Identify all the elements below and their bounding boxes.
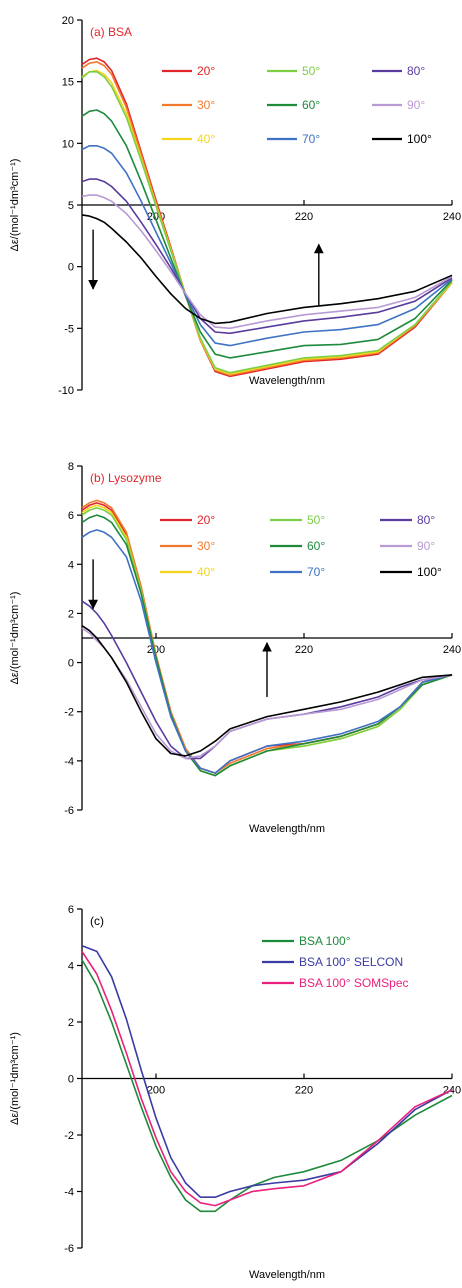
y-axis-label: Δε/(mol⁻¹dm³cm⁻¹) (9, 159, 21, 252)
x-tick-label: 200 (147, 644, 165, 656)
y-tick-label: 0 (68, 262, 74, 274)
legend-label: BSA 100° (299, 934, 351, 948)
y-tick-label: 10 (62, 138, 74, 150)
series-line-3 (81, 507, 453, 777)
series-line-1 (81, 499, 453, 774)
y-axis-label: Δε/(mol⁻¹dm³cm⁻¹) (9, 1032, 21, 1125)
x-tick-label: 220 (295, 211, 313, 223)
y-tick-label: 2 (68, 1017, 74, 1029)
y-tick-label: 20 (62, 15, 74, 27)
legend-label: 80° (407, 64, 425, 78)
series-line-2 (81, 950, 453, 1207)
legend-label: 50° (302, 64, 320, 78)
legend-label: 60° (307, 539, 325, 553)
y-tick-label: -2 (64, 707, 74, 719)
series-line-4 (81, 514, 453, 777)
series-line-8 (81, 214, 453, 325)
x-tick-label: 220 (295, 1085, 313, 1097)
y-tick-label: 6 (68, 510, 74, 522)
series-line-7 (81, 194, 453, 330)
y-axis-label: Δε/(mol⁻¹dm³cm⁻¹) (9, 592, 21, 685)
panel-title: (b) Lysozyme (90, 471, 162, 485)
y-tick-label: -5 (64, 323, 74, 335)
legend-label: 40° (197, 565, 215, 579)
y-tick-label: -6 (64, 1243, 74, 1255)
legend-label: 90° (407, 98, 425, 112)
legend-label: 80° (417, 513, 435, 527)
legend-label: 70° (302, 132, 320, 146)
legend-label: 100° (417, 565, 442, 579)
x-tick-label: 240 (443, 211, 461, 223)
legend-label: 100° (407, 132, 432, 146)
y-tick-label: -10 (58, 385, 74, 397)
legend-label: 50° (307, 513, 325, 527)
y-tick-label: -2 (64, 1130, 74, 1142)
legend-label: 30° (197, 539, 215, 553)
y-tick-label: 6 (68, 904, 74, 916)
legend-label: 20° (197, 64, 215, 78)
y-tick-label: 15 (62, 77, 74, 89)
chart-panel-1: -6 -4 -2 0 2 4 6 8 200 220 240 Wavelength/nm Δε/(mol… (9, 461, 461, 835)
legend-label: 30° (197, 98, 215, 112)
series-line-5 (81, 145, 453, 347)
series-line-0 (81, 959, 453, 1213)
legend-label: BSA 100° SOMSpec (299, 976, 409, 990)
legend-label: 40° (197, 132, 215, 146)
y-tick-label: -6 (64, 805, 74, 817)
y-tick-label: -4 (64, 1187, 74, 1199)
series-line-5 (81, 529, 453, 774)
legend-label: 70° (307, 565, 325, 579)
y-tick-label: 4 (68, 559, 74, 571)
x-tick-label: 220 (295, 644, 313, 656)
x-tick-label: 200 (147, 1085, 165, 1097)
x-axis-label: Wavelength/nm (249, 1269, 325, 1281)
y-tick-label: 8 (68, 461, 74, 473)
x-axis-label: Wavelength/nm (249, 375, 325, 387)
legend-label: 90° (417, 539, 435, 553)
y-tick-label: -4 (64, 756, 74, 768)
legend-label: 20° (197, 513, 215, 527)
legend-label: BSA 100° SELCON (299, 955, 403, 969)
y-tick-label: 5 (68, 200, 74, 212)
panel-title: (a) BSA (90, 25, 132, 39)
x-tick-label: 240 (443, 644, 461, 656)
x-axis-label: Wavelength/nm (249, 823, 325, 835)
y-tick-label: 4 (68, 961, 74, 973)
y-tick-label: 2 (68, 608, 74, 620)
legend-label: 60° (302, 98, 320, 112)
y-tick-label: 0 (68, 1074, 74, 1086)
series-line-6 (81, 178, 453, 335)
panel-title: (c) (90, 914, 104, 928)
y-tick-label: 0 (68, 658, 74, 670)
series-line-6 (81, 600, 453, 760)
series-line-8 (81, 625, 453, 757)
